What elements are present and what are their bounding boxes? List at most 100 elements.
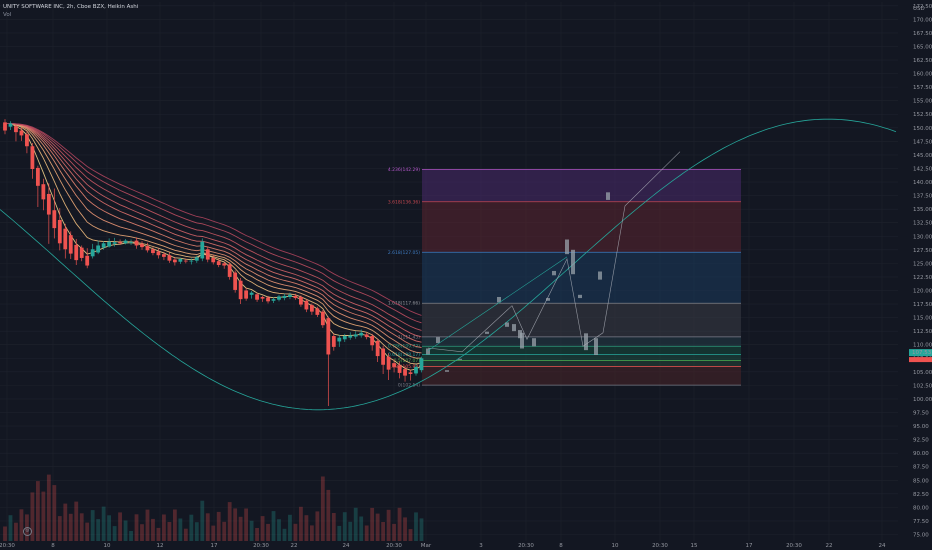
volume-bars [3,474,424,541]
fib-level-label: 2.618(127.05) [388,250,420,256]
volume-bar [320,476,325,541]
volume-bar [14,522,18,541]
projected-candle [546,298,550,301]
volume-bar [304,515,309,541]
volume-bar [337,525,342,541]
fib-zone [422,169,741,202]
price-tag-up [909,349,932,357]
projected-candle [512,324,516,332]
candle-body [359,332,364,336]
time-tick: 24 [879,543,886,549]
candle-body [101,243,106,248]
fib-zone [422,303,741,337]
ema-line [5,123,422,331]
fib-zone [422,360,741,367]
candle-body [145,246,150,251]
candle-body [189,260,194,262]
ema-ribbon [5,123,422,371]
candle-body [167,255,172,261]
time-axis[interactable]: 20:30 8 10 12 17 20:30 22 24 20:30 Mar 3 20:30 8 10 20… [0,543,886,549]
candle-body [25,134,29,147]
candle-body [375,340,380,357]
time-tick: 10 [104,543,111,549]
candle-body [370,336,375,346]
candle-body [260,296,265,299]
projected-candles [426,192,610,372]
time-tick: 24 [343,543,350,549]
candle-body [35,167,40,186]
volume-bar [57,516,62,541]
volume-bar [63,503,68,541]
fib-level-label: 4.236(142.29) [388,167,420,173]
time-tick: 20:30 [652,543,668,549]
price-tick: 127.50 [913,248,932,254]
projection-curve[interactable] [0,118,897,411]
price-tick: 167.50 [913,31,932,37]
candle-body [381,348,386,365]
volume-bar [189,514,194,541]
price-tick: 77.50 [913,519,929,525]
fib-zone [422,336,741,347]
volume-bar [183,528,188,541]
price-tick: 125.00 [913,261,932,267]
projected-candle [606,192,610,200]
settings-icon[interactable]: ⚙ [23,527,32,536]
price-tick: 152.50 [913,112,932,118]
price-tick: 115.00 [913,316,932,322]
volume-bar [156,527,161,541]
volume-bar [403,517,407,541]
candle-body [293,295,298,299]
price-tick: 85.00 [913,478,929,484]
candle-body [3,122,7,131]
time-tick: 20:30 [0,543,15,549]
price-tick: 172.50 [913,4,932,10]
candle-body [90,249,95,257]
projected-candle [445,370,449,372]
volume-bar [162,514,166,541]
volume-bar [266,523,270,541]
price-axis[interactable]: 172.50 170.00 167.50 165.00 162.50 160.00 157.… [909,4,932,539]
time-tick: Mar [421,543,432,549]
projected-candle [436,337,440,344]
volume-bar [227,502,232,541]
candle-body [68,235,73,254]
price-tick: 170.00 [913,17,932,23]
chart-header: UNITY SOFTWARE INC, 2h, Cboe BZX, Heikin… [3,3,138,19]
time-tick: 12 [157,543,164,549]
zigzag-path[interactable] [427,151,681,353]
fib-zone [422,366,741,386]
ema-line [5,123,422,338]
candle-body [342,336,347,340]
candle-body [112,242,117,244]
candle-body [299,296,303,305]
candle-body [30,146,35,170]
volume-bar [151,518,155,541]
candlesticks [3,119,424,406]
price-tick: 137.50 [913,194,932,200]
symbol-title[interactable]: UNITY SOFTWARE INC, 2h, Cboe BZX, Heikin… [3,4,139,10]
candle-body [348,335,353,338]
volume-bar [309,525,314,541]
ema-line [5,123,422,343]
volume-bar [101,506,106,541]
fib-level-label: 3.618(136.36) [388,199,420,205]
candle-body [244,290,249,299]
candle-body [79,247,84,258]
fib-zone [422,252,741,304]
candle-body [63,228,68,250]
volume-bar [90,510,95,541]
volume-bar [79,513,84,541]
candle-body [364,334,369,338]
candle-body [271,299,276,301]
volume-bar [123,520,128,541]
volume-bar [68,513,73,541]
fibonacci-extension[interactable]: 4.236(142.29) 3.618(136.36) 2.618(127.05) 1… [388,167,741,389]
price-tick: 110.00 [913,343,932,349]
volume-bar [271,511,276,541]
price-tick: 150.00 [913,126,932,132]
price-tick: 87.50 [913,465,929,471]
price-tick: 97.50 [913,410,929,416]
ema-line [5,123,422,354]
candle-body [123,240,128,244]
